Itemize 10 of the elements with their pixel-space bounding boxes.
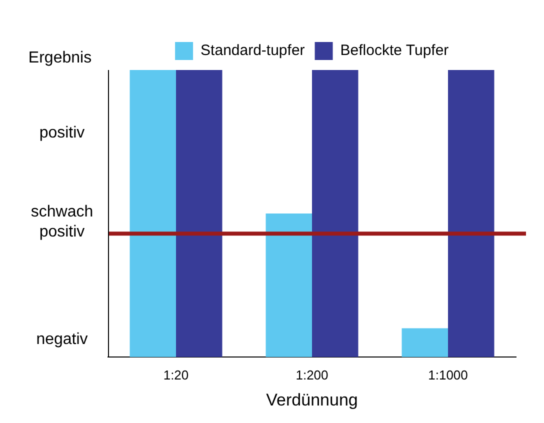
y-axis-title: Ergebnis (28, 49, 92, 66)
text: positiv (39, 124, 85, 142)
text: negativ (36, 331, 88, 348)
legend-label: Beflockte Tupfer (340, 42, 449, 60)
legend-label: Standard-tupfer (200, 42, 305, 60)
x-tick-label: 1:1000 (428, 367, 468, 382)
text: schwach positiv (30, 204, 94, 241)
x-tick-label: 1:200 (296, 367, 328, 382)
x-axis-title: Verdünnung (266, 390, 358, 410)
x-tick-label: 1:20 (163, 367, 189, 382)
